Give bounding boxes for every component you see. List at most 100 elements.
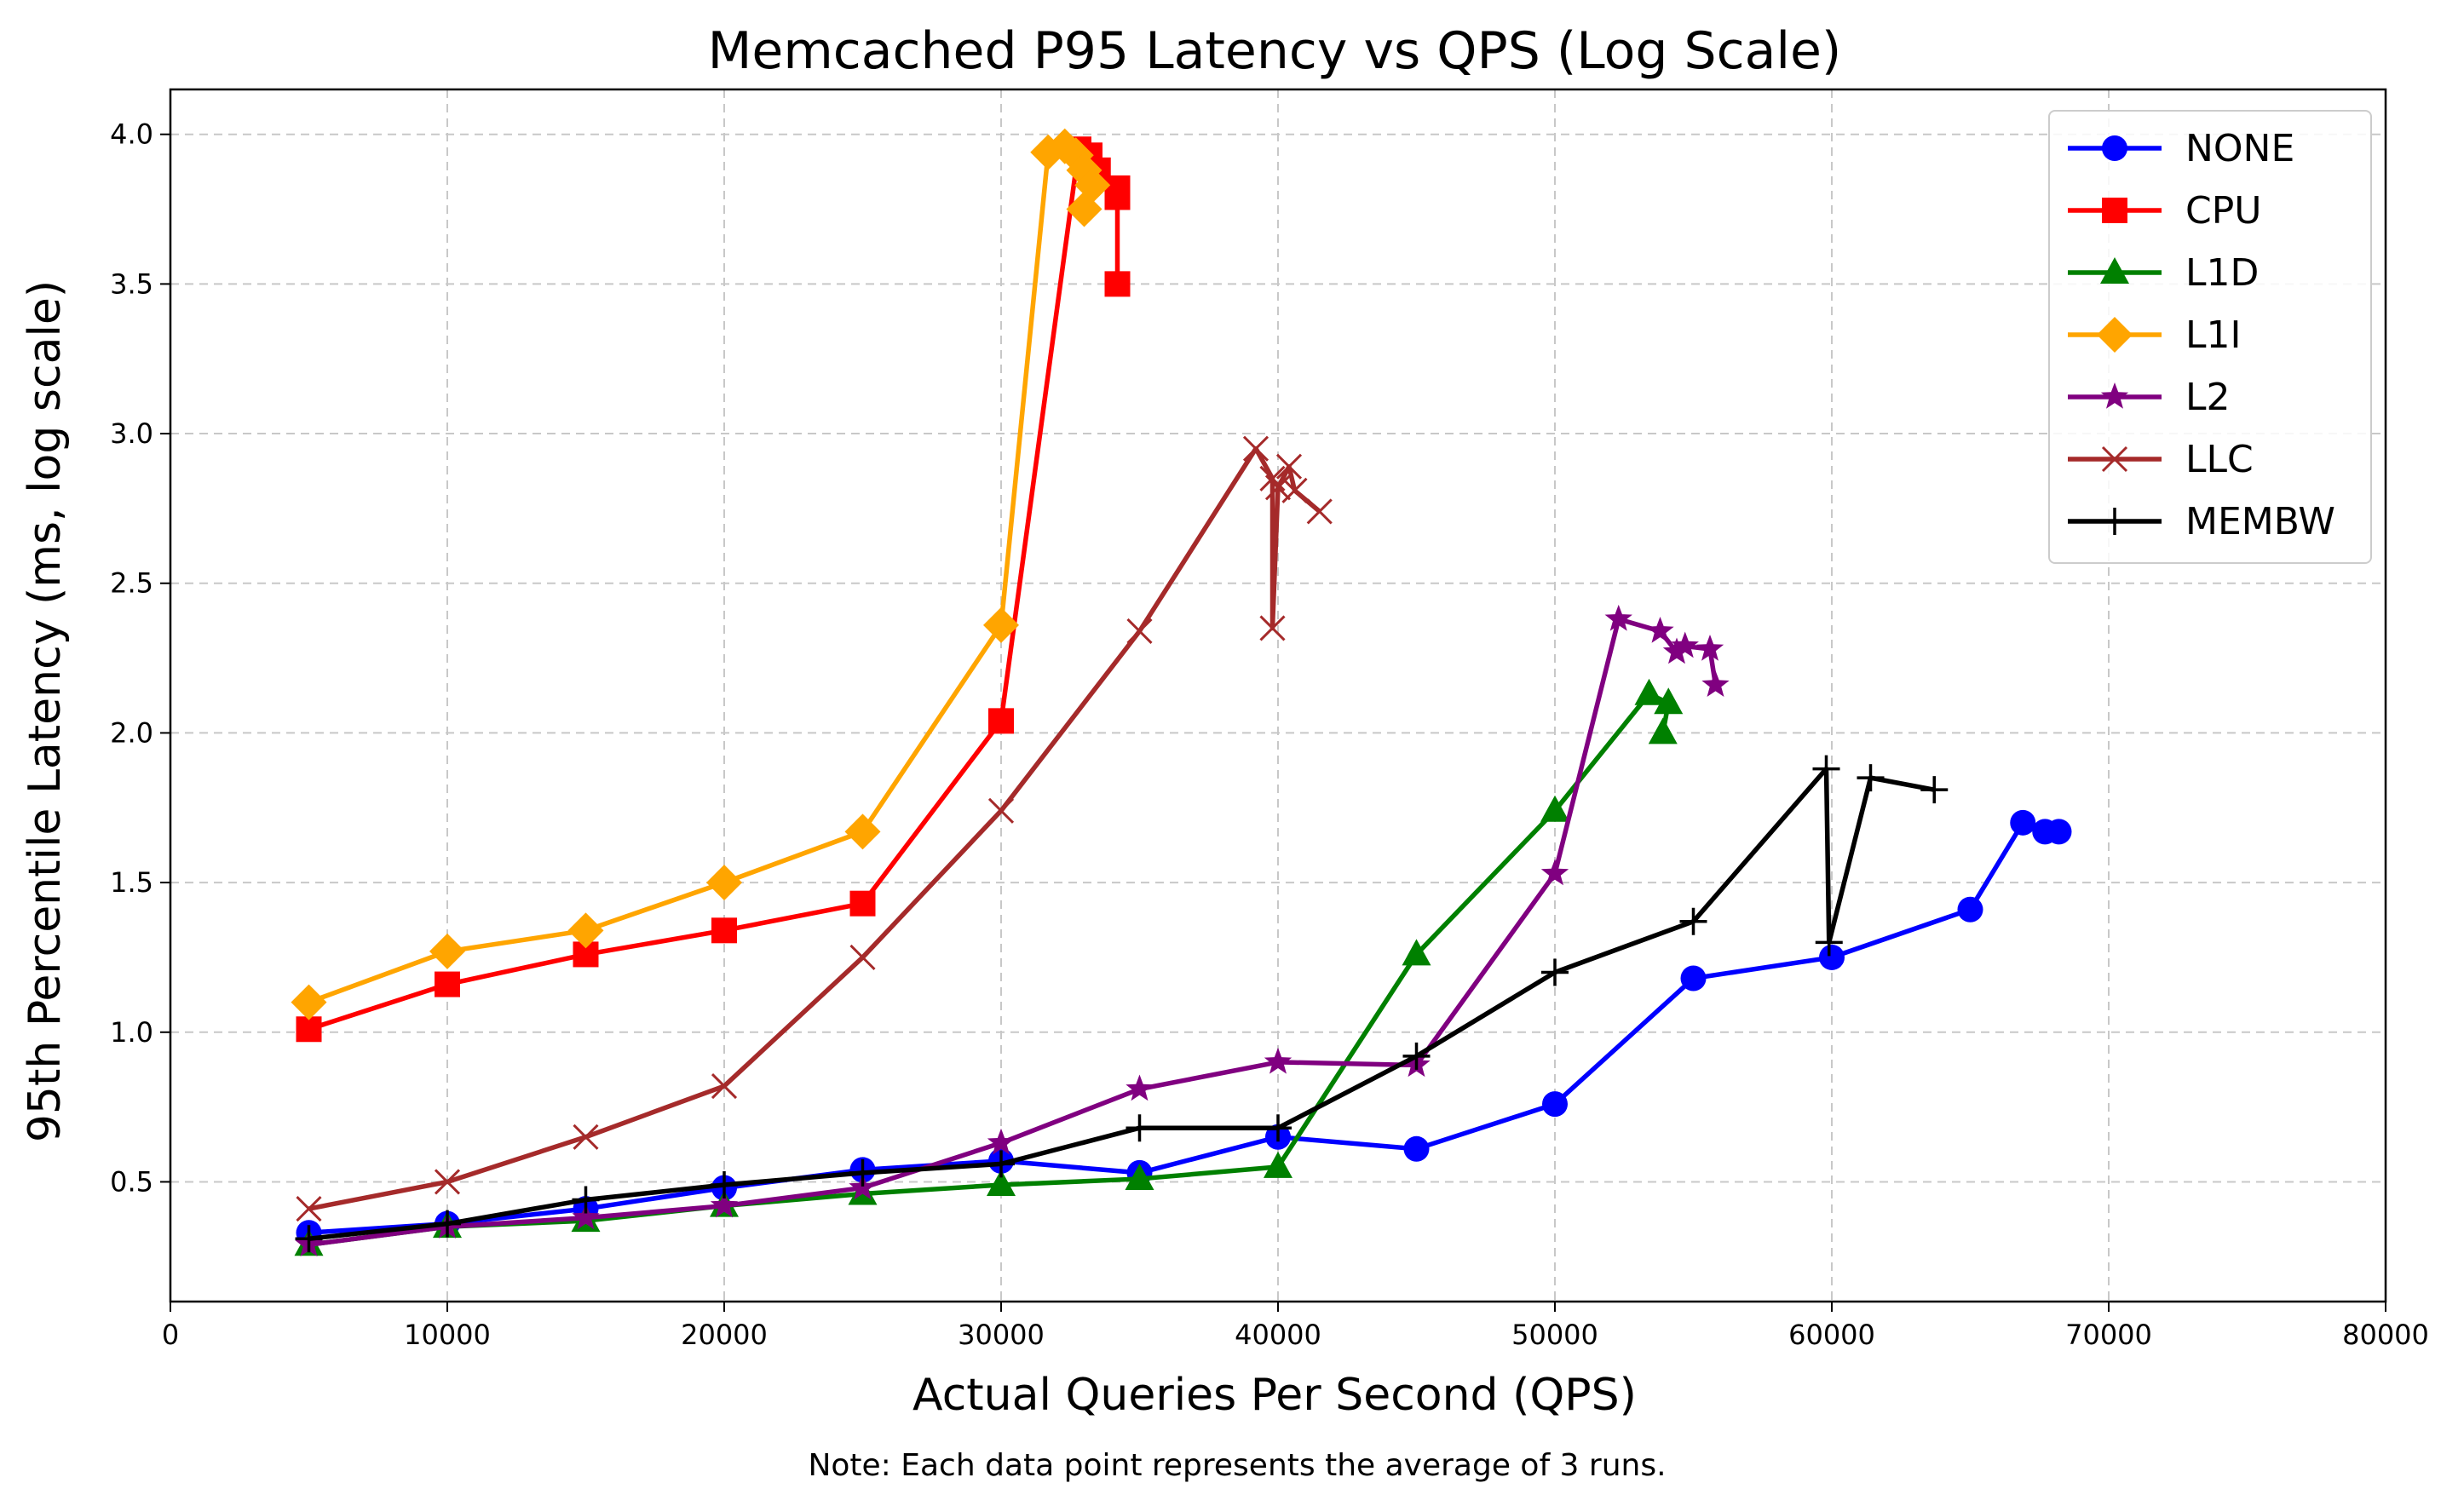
data-point-membw (572, 1186, 600, 1214)
data-point-llc (434, 1169, 461, 1195)
x-tick-label: 60000 (1788, 1319, 1875, 1351)
data-point-llc (1306, 498, 1333, 525)
y-axis-label: 95th Percentile Latency (ms, log scale) (20, 280, 71, 1142)
y-tick-label: 1.0 (110, 1016, 153, 1049)
data-point-l1d (1125, 1163, 1154, 1190)
data-point-cpu (849, 890, 876, 917)
data-point-l1d (1540, 795, 1569, 822)
data-point-l2 (1662, 637, 1691, 664)
legend-box (2048, 110, 2372, 564)
data-point-l1d (1402, 939, 1431, 966)
footnote: Note: Each data point represents the ave… (808, 1448, 1666, 1483)
legend-marker (2100, 257, 2129, 284)
data-point-l1i (706, 865, 742, 901)
data-point-l2 (1701, 670, 1730, 697)
data-point-l1i (429, 933, 465, 969)
data-point-membw (434, 1210, 461, 1238)
legend: NONE CPU L1D L1I L2 LLC MEMBW (2048, 110, 2372, 564)
data-point-none (1680, 965, 1707, 992)
data-point-llc (1275, 453, 1303, 480)
x-axis-label: Actual Queries Per Second (QPS) (912, 1370, 1637, 1421)
y-tick-label: 1.5 (110, 866, 153, 899)
y-tick-label: 3.5 (110, 267, 153, 300)
data-point-llc (1264, 474, 1292, 501)
legend-marker (2101, 508, 2128, 535)
y-tick-label: 0.5 (110, 1165, 153, 1198)
data-point-membw (295, 1225, 323, 1253)
data-point-membw (1125, 1114, 1154, 1142)
legend-label: MEMBW (2185, 500, 2335, 543)
data-point-llc (1259, 615, 1286, 641)
gridlines (170, 89, 2386, 1302)
legend-label: NONE (2185, 127, 2294, 170)
data-point-membw (711, 1170, 738, 1198)
data-point-cpu (988, 708, 1014, 734)
data-point-llc (987, 797, 1015, 824)
data-point-l1i (844, 813, 881, 850)
data-point-membw (849, 1158, 877, 1187)
legend-entry-none: NONE (2068, 127, 2294, 170)
data-point-l2 (1540, 859, 1569, 886)
data-point-l2 (1604, 604, 1632, 631)
data-point-none (2046, 819, 2072, 845)
y-tick-label: 2.0 (110, 716, 153, 749)
data-point-membw (1812, 755, 1840, 783)
data-point-l2 (1125, 1074, 1154, 1101)
data-point-l2 (572, 1203, 600, 1230)
data-point-none (1403, 1135, 1430, 1162)
y-tick-label: 4.0 (110, 118, 153, 151)
legend-label: L2 (2185, 376, 2231, 419)
x-tick-label: 0 (162, 1319, 179, 1351)
data-point-membw (1541, 958, 1569, 986)
data-point-l2 (710, 1191, 739, 1218)
data-point-llc (711, 1072, 738, 1100)
legend-marker (2097, 317, 2133, 353)
chart-title: Memcached P95 Latency vs QPS (Log Scale) (708, 21, 1842, 81)
legend-marker (2102, 198, 2127, 223)
legend-entry-l2: L2 (2068, 376, 2231, 419)
data-point-l1i (291, 984, 327, 1020)
data-point-l1i (567, 912, 604, 949)
data-point-llc (573, 1124, 599, 1150)
x-tick-label: 80000 (2342, 1319, 2429, 1351)
legend-label: CPU (2185, 189, 2261, 233)
x-tick-label: 10000 (404, 1319, 491, 1351)
data-point-l2 (1695, 635, 1724, 661)
series-layer (291, 128, 2072, 1256)
data-point-cpu (711, 917, 737, 944)
data-point-l1d (1654, 687, 1684, 715)
data-point-membw (987, 1150, 1015, 1178)
legend-entry-llc: LLC (2068, 438, 2254, 481)
series-line-none (308, 820, 2059, 1235)
x-tick-label: 20000 (681, 1319, 768, 1351)
data-point-l1i (983, 606, 1019, 643)
data-point-l1i (1066, 191, 1102, 227)
data-point-l1d (1634, 678, 1664, 705)
data-point-membw (1402, 1042, 1431, 1070)
y-tick-label: 3.0 (110, 417, 153, 450)
data-point-llc (849, 944, 876, 971)
legend-entry-cpu: CPU (2068, 189, 2261, 233)
data-point-llc (1126, 618, 1153, 645)
data-point-membw (1920, 776, 1949, 804)
y-tick-label: 2.5 (110, 567, 153, 600)
data-point-cpu (296, 1016, 322, 1043)
x-tick-label: 40000 (1235, 1319, 1321, 1351)
data-point-none (1819, 944, 1845, 970)
data-point-cpu (1104, 184, 1131, 210)
data-point-l1d (1264, 1151, 1292, 1178)
series-l1i (291, 128, 1111, 1020)
legend-entry-l1d: L1D (2068, 251, 2259, 295)
data-point-membw (1815, 928, 1843, 957)
data-point-cpu (435, 971, 460, 997)
x-tick-label: 50000 (1511, 1319, 1598, 1351)
series-membw (295, 755, 1949, 1253)
data-point-l1d (1648, 717, 1678, 744)
legend-entry-membw: MEMBW (2068, 500, 2335, 543)
x-tick-label: 30000 (958, 1319, 1045, 1351)
data-point-membw (1264, 1114, 1292, 1142)
data-point-membw (1679, 907, 1707, 935)
axis-ticks: 0 10000 20000 30000 40000 50000 60000 70000 8000… (110, 118, 2429, 1351)
data-point-llc (296, 1196, 322, 1222)
